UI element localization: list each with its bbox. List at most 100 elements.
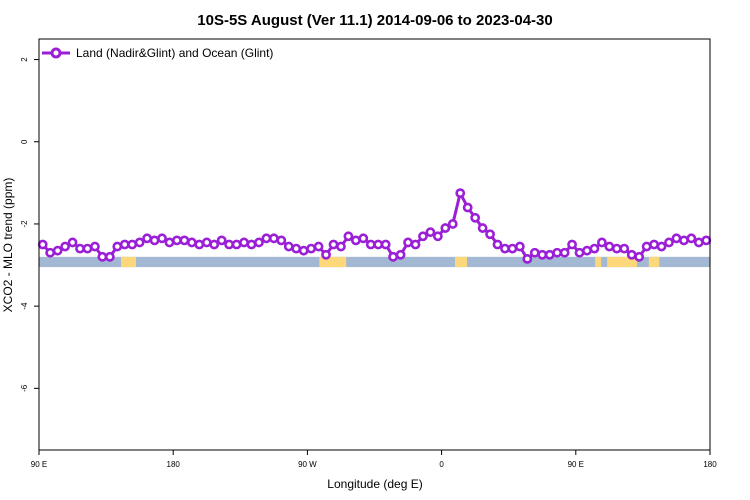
data-point <box>276 235 287 246</box>
data-point <box>127 239 138 250</box>
data-point <box>321 249 331 260</box>
data-point <box>201 237 212 248</box>
data-point <box>75 243 85 254</box>
series-layer <box>37 188 712 264</box>
data-point <box>268 233 279 244</box>
data-point <box>52 245 63 256</box>
data-point <box>544 249 555 260</box>
y-tick-label: 0 <box>20 139 29 144</box>
data-point <box>418 231 428 242</box>
data-point <box>239 237 249 248</box>
data-point <box>440 223 451 233</box>
data-point <box>425 227 436 238</box>
data-point <box>37 239 48 250</box>
data-point <box>298 245 309 256</box>
data-point <box>410 239 421 250</box>
data-point <box>209 239 220 250</box>
data-point <box>224 239 235 250</box>
data-point <box>186 237 197 248</box>
data-point <box>328 239 339 250</box>
data-point <box>403 237 413 248</box>
land-segment <box>648 256 660 268</box>
data-point <box>574 247 585 258</box>
data-point <box>231 239 242 250</box>
data-point <box>313 241 324 252</box>
y-axis-ticks: 2 0 -2 -4 -6 <box>20 57 39 392</box>
data-point <box>134 237 145 248</box>
data-point <box>529 247 540 258</box>
x-axis-label: Longitude (deg E) <box>327 477 422 491</box>
land-segment <box>595 256 602 268</box>
data-point <box>216 235 227 246</box>
data-point <box>671 233 682 244</box>
data-point <box>514 241 525 252</box>
data-point <box>336 241 346 252</box>
data-point <box>90 241 100 252</box>
data-point <box>582 245 592 256</box>
data-point <box>619 243 630 254</box>
data-point <box>283 241 294 252</box>
data-point <box>261 233 272 244</box>
data-point <box>596 237 607 248</box>
data-point <box>194 239 205 250</box>
data-point <box>306 243 317 254</box>
plot-frame <box>38 38 711 451</box>
data-point <box>611 243 622 254</box>
data-point <box>604 241 615 252</box>
data-point <box>455 188 466 199</box>
land-segment <box>325 256 347 268</box>
data-point <box>567 239 577 250</box>
data-point <box>157 233 167 244</box>
data-point <box>365 239 376 250</box>
y-tick-label: -2 <box>20 220 29 228</box>
data-point <box>656 241 667 252</box>
data-point <box>60 241 70 252</box>
data-point <box>500 243 510 254</box>
data-point <box>641 241 652 252</box>
data-point <box>142 233 153 244</box>
x-tick-label: 90 E <box>31 460 47 469</box>
data-point <box>701 235 712 246</box>
data-point <box>350 235 361 246</box>
data-point <box>104 251 115 262</box>
data-point <box>462 202 473 213</box>
y-axis-label: XCO2 - MLO trend (ppm) <box>1 178 15 313</box>
x-tick-label: 180 <box>703 460 717 469</box>
data-point <box>559 247 570 258</box>
data-point <box>82 243 93 254</box>
data-point <box>119 239 130 250</box>
y-tick-label: -6 <box>20 384 29 392</box>
y-tick-label: -4 <box>20 302 29 310</box>
data-point <box>172 235 182 246</box>
data-point <box>179 235 190 246</box>
land-segment <box>319 256 327 268</box>
x-tick-label: 180 <box>167 460 181 469</box>
ocean-strip <box>39 256 710 268</box>
data-point <box>343 231 354 242</box>
data-point <box>45 247 56 258</box>
data-point <box>522 253 533 264</box>
legend: Land (Nadir&Glint) and Ocean (Glint) <box>42 46 273 60</box>
data-point <box>291 243 302 254</box>
data-point <box>485 229 495 240</box>
data-point <box>537 249 548 260</box>
surface-type-strip <box>39 256 710 268</box>
data-point <box>492 239 503 250</box>
data-point <box>388 251 399 262</box>
chart-title: 10S-5S August (Ver 11.1) 2014-09-06 to 2… <box>197 12 552 29</box>
data-point <box>447 219 458 229</box>
data-point <box>380 239 391 250</box>
legend-label: Land (Nadir&Glint) and Ocean (Glint) <box>76 46 273 60</box>
data-point <box>507 243 518 254</box>
data-point <box>67 237 78 248</box>
data-point <box>477 223 488 233</box>
y-tick-label: 2 <box>20 57 29 62</box>
land-segment <box>455 256 467 268</box>
data-point <box>470 212 481 223</box>
data-point <box>97 251 108 262</box>
data-point <box>552 247 563 258</box>
data-point <box>626 249 637 260</box>
data-point <box>254 237 264 248</box>
data-point <box>664 237 674 248</box>
data-point <box>589 243 600 254</box>
